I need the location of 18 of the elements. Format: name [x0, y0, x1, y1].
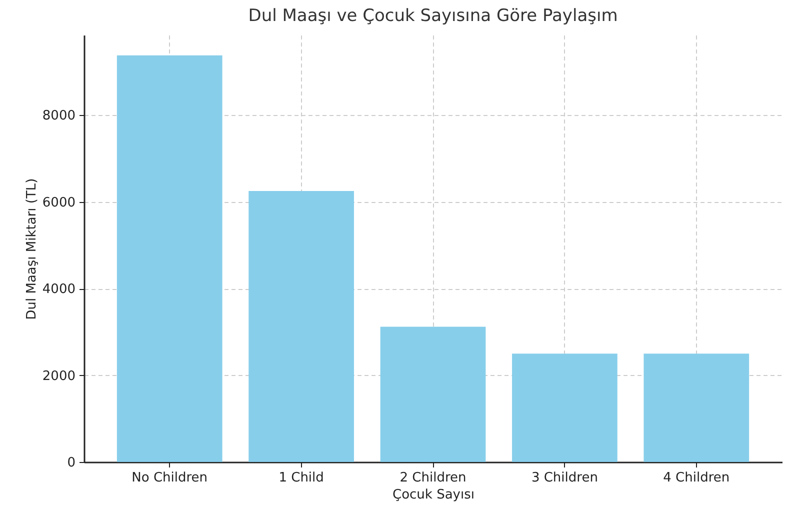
- y-tick-label: 0: [67, 456, 76, 470]
- bar: [512, 354, 618, 462]
- chart-title: Dul Maaşı ve Çocuk Sayısına Göre Paylaşım: [248, 6, 618, 26]
- y-tick-label: 4000: [42, 282, 76, 298]
- y-tick-label: 6000: [42, 195, 76, 210]
- x-axis-title: Çocuk Sayısı: [392, 488, 474, 502]
- y-tick-label: 2000: [42, 368, 76, 384]
- y-axis-title: Dul Maaşı Miktarı (TL): [24, 178, 40, 320]
- x-tick-label: 1 Child: [278, 470, 324, 486]
- bar: [644, 354, 750, 462]
- bar: [380, 326, 486, 462]
- bar: [248, 191, 354, 462]
- x-tick-label: 4 Children: [663, 470, 730, 486]
- x-tick-label: No Children: [132, 470, 208, 486]
- x-tick-label: 2 Children: [400, 470, 466, 486]
- y-tick-label: 8000: [42, 108, 76, 124]
- x-tick-label: 3 Children: [531, 470, 598, 486]
- bar: [116, 55, 222, 462]
